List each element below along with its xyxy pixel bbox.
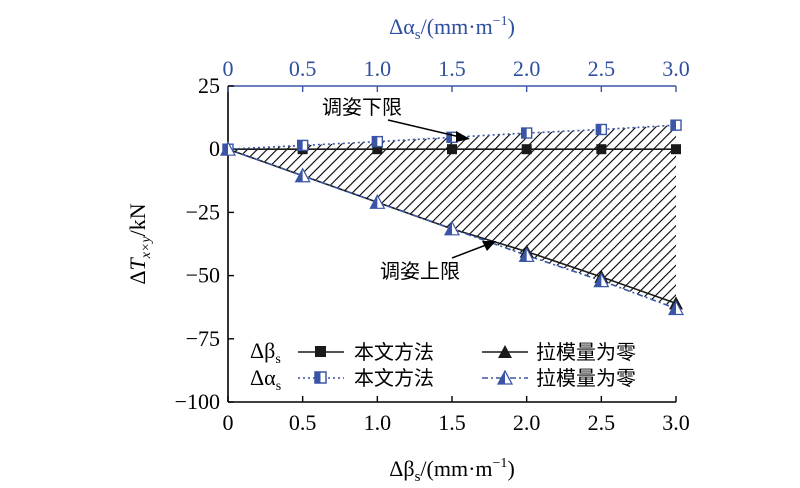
legend-label-beta-method: 本文方法 [354,340,434,364]
point-fill [370,195,378,209]
point-fill [297,140,303,151]
point-fill [671,120,676,131]
y-axis-title: ΔTx×y/kN [125,203,154,284]
series-2-point [595,123,608,136]
series-2-point [520,127,533,139]
point-fill [669,301,676,315]
series-3-point [593,272,610,288]
legend-group-alpha: Δαs [250,365,281,394]
point-fill [372,136,378,147]
series-0-point [372,144,383,155]
shaded-region [228,125,676,309]
y-tick-label: 25 [198,73,220,98]
x-bottom-tick-label: 3.0 [662,410,690,435]
y-tick-label: −50 [186,263,220,288]
legend-label-alpha-zero: 拉模量为零 [536,366,636,390]
legend-label-beta-zero: 拉模量为零 [536,340,636,364]
y-tick-label: −100 [175,389,220,414]
point-fill [295,168,303,182]
series-0-point [521,144,532,155]
x-bottom-tick-label: 0.5 [289,410,317,435]
x-top-tick-label: 1.0 [364,56,392,81]
series-layer [219,119,685,316]
series-3-point [219,140,237,156]
legend-key-alpha-zero [482,369,528,385]
x-top-tick-label: 1.5 [438,56,466,81]
series-3-point [443,220,461,236]
legend-key-beta-method [298,346,344,357]
point-fill [445,221,452,235]
x-top-tick-label: 2.5 [588,56,616,81]
series-3-point [667,300,685,316]
y-tick-label: 0 [209,136,220,161]
x-bottom-tick-label: 2.5 [588,410,616,435]
point-fill [519,248,527,262]
point-fill [596,124,602,135]
legend: Δβs 本文方法 拉模量为零 Δαs 本文方法 拉模量为零 [240,334,676,394]
x-top-tick-label: 0 [223,56,234,81]
series-3-point [294,167,311,183]
legend-key-alpha-method [298,371,344,384]
y-tick-label: −25 [186,199,220,224]
legend-group-beta: Δβs [250,338,281,367]
point-fill [447,132,452,143]
x-bottom-tick-label: 1.0 [364,410,392,435]
x-bottom-tick-label: 0 [223,410,234,435]
annotation-upper-limit-label: 调姿上限 [380,259,460,283]
x-top-tick-label: 0.5 [289,56,317,81]
series-0-point [596,144,607,155]
axis-ticks: 0 0.5 1.0 1.5 2.0 2.5 3.0 0 0.5 1.0 1.5 2.0 2.5 3.0 25… [175,56,690,435]
x-bottom-tick-label: 1.5 [438,410,466,435]
legend-key-beta-zero [482,345,528,358]
bottom-axis-title: Δβs/(mm·m−1) [389,456,515,485]
series-2-point [296,139,309,152]
series-3-point [369,194,386,209]
point-fill [221,142,228,156]
series-0-point [671,144,681,155]
series-2-point [670,119,682,131]
series-0-point [447,144,457,155]
annotation-lower-limit: 调姿下限 [322,95,470,142]
x-top-tick-label: 2.0 [513,56,541,81]
x-bottom-tick-label: 2.0 [513,410,541,435]
x-top-tick-label: 3.0 [662,56,690,81]
series-2-point [371,135,384,148]
top-axis-title: Δαs/(mm·m−1) [389,14,515,43]
series-3-point [518,247,535,262]
legend-label-alpha-method: 本文方法 [354,366,434,390]
y-tick-label: −75 [186,326,220,351]
annotation-upper-limit: 调姿上限 [380,241,496,283]
point-fill [594,273,602,287]
annotation-lower-limit-label: 调姿下限 [322,95,402,119]
point-fill [521,128,527,139]
